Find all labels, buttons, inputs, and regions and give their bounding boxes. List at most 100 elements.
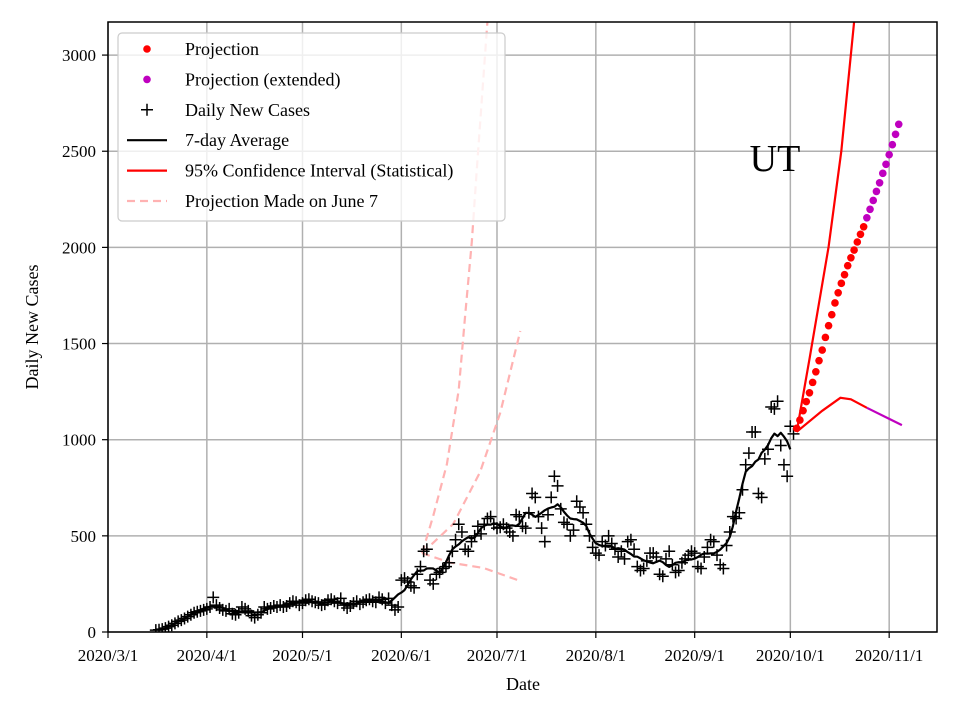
x-tick-label: 2020/4/1 — [177, 646, 237, 665]
y-tick-label: 0 — [88, 623, 97, 642]
daily-case-marker — [621, 535, 634, 548]
daily-case-marker — [573, 501, 586, 513]
projection-dot — [831, 299, 839, 307]
projection-extended-dot — [882, 160, 890, 169]
daily-case-marker — [299, 594, 312, 607]
legend-label: 7-day Average — [185, 130, 289, 150]
projection-dot — [843, 261, 852, 270]
june7-projection-middle-line — [421, 330, 522, 555]
daily-case-marker — [392, 601, 405, 613]
projection-dot — [847, 253, 855, 262]
ci-upper-line — [795, 22, 856, 432]
daily-case-marker — [695, 562, 708, 575]
daily-case-marker — [672, 564, 685, 577]
daily-case-marker — [395, 574, 408, 587]
projection-dot — [802, 397, 811, 406]
projection-dot — [837, 279, 846, 288]
y-tick-label: 2500 — [62, 142, 96, 161]
daily-case-marker — [325, 593, 338, 606]
daily-case-marker — [516, 520, 529, 533]
projection-dot — [856, 230, 865, 239]
x-tick-label: 2020/6/1 — [371, 646, 431, 665]
x-tick-label: 2020/3/1 — [78, 646, 138, 665]
daily-case-marker — [637, 562, 650, 575]
projection-dot — [821, 333, 830, 342]
daily-case-marker — [315, 599, 328, 612]
june7-projection-lower-line — [421, 552, 521, 583]
daily-case-marker — [462, 545, 475, 558]
daily-case-marker — [159, 622, 172, 632]
daily-case-marker — [765, 401, 778, 413]
ticks: 2020/3/1 2020/4/1 2020/5/1 2020/6/1 2020/7/1… — [62, 46, 923, 665]
daily-case-marker — [564, 529, 577, 542]
daily-case-marker — [634, 564, 647, 577]
daily-case-marker — [156, 623, 169, 632]
daily-case-marker — [726, 510, 739, 523]
plot-area — [149, 22, 903, 632]
projection-dot — [840, 270, 849, 279]
daily-case-marker — [459, 543, 472, 556]
daily-case-marker — [707, 535, 720, 548]
projection-dot — [799, 406, 807, 415]
x-tick-label: 2020/7/1 — [467, 646, 527, 665]
daily-case-marker — [739, 458, 752, 471]
daily-case-marker — [624, 533, 637, 546]
projection-extended-dot — [888, 140, 897, 149]
daily-case-marker — [628, 543, 641, 556]
x-tick-label: 2020/9/1 — [664, 646, 724, 665]
daily-case-marker — [197, 603, 210, 616]
projection-dot — [792, 424, 801, 433]
daily-case-marker — [455, 526, 468, 538]
legend: Projection Projection (extended) Daily New… — [117, 32, 506, 222]
daily-case-marker — [669, 566, 682, 579]
seven-day-average-line — [164, 431, 792, 629]
legend-plus-marker — [141, 103, 153, 116]
daily-case-marker — [388, 603, 401, 616]
daily-case-marker — [781, 470, 794, 483]
axes-frame — [107, 21, 938, 633]
ci-lower-extended-line — [866, 406, 903, 427]
projection-dot — [815, 356, 823, 365]
daily-case-marker — [742, 447, 755, 460]
daily-case-marker — [612, 551, 625, 563]
daily-case-marker — [593, 549, 606, 562]
legend-dot-marker — [143, 45, 151, 53]
daily-case-marker — [688, 547, 701, 560]
daily-case-marker — [691, 560, 704, 573]
ci-lower-line — [796, 396, 868, 433]
daily-case-marker — [771, 395, 784, 408]
daily-case-marker — [717, 562, 730, 575]
projection-dot — [827, 310, 836, 319]
daily-case-marker — [417, 545, 430, 558]
daily-case-marker — [420, 543, 433, 556]
daily-case-marker — [427, 577, 440, 590]
daily-case-marker — [452, 518, 465, 531]
x-tick-label: 2020/10/1 — [756, 646, 825, 665]
daily-case-marker — [749, 426, 762, 438]
projection-extended-dot — [872, 187, 881, 196]
daily-case-marker — [337, 599, 350, 612]
projection-extended-dot — [863, 213, 871, 222]
projection-dot — [824, 321, 833, 330]
daily-case-marker — [551, 479, 564, 492]
projection-dot — [812, 368, 820, 376]
daily-case-marker — [685, 545, 698, 558]
projection-dot — [808, 378, 817, 387]
daily-case-marker — [774, 439, 787, 452]
daily-case-marker — [344, 600, 357, 613]
legend-label: 95% Confidence Interval (Statistical) — [185, 161, 453, 182]
daily-case-marker — [589, 547, 602, 560]
daily-case-marker — [408, 581, 421, 594]
daily-case-marker — [663, 545, 676, 558]
daily-case-marker — [510, 508, 523, 521]
daily-case-marker — [506, 529, 519, 542]
y-tick-label: 500 — [71, 527, 97, 546]
daily-case-marker — [701, 541, 714, 554]
legend-label: Projection — [185, 39, 259, 59]
daily-case-marker — [484, 510, 497, 523]
daily-case-marker — [226, 607, 239, 620]
y-tick-label: 1500 — [62, 335, 96, 354]
y-tick-label: 2000 — [62, 238, 96, 257]
daily-case-marker — [758, 452, 771, 465]
daily-case-marker — [618, 552, 631, 565]
